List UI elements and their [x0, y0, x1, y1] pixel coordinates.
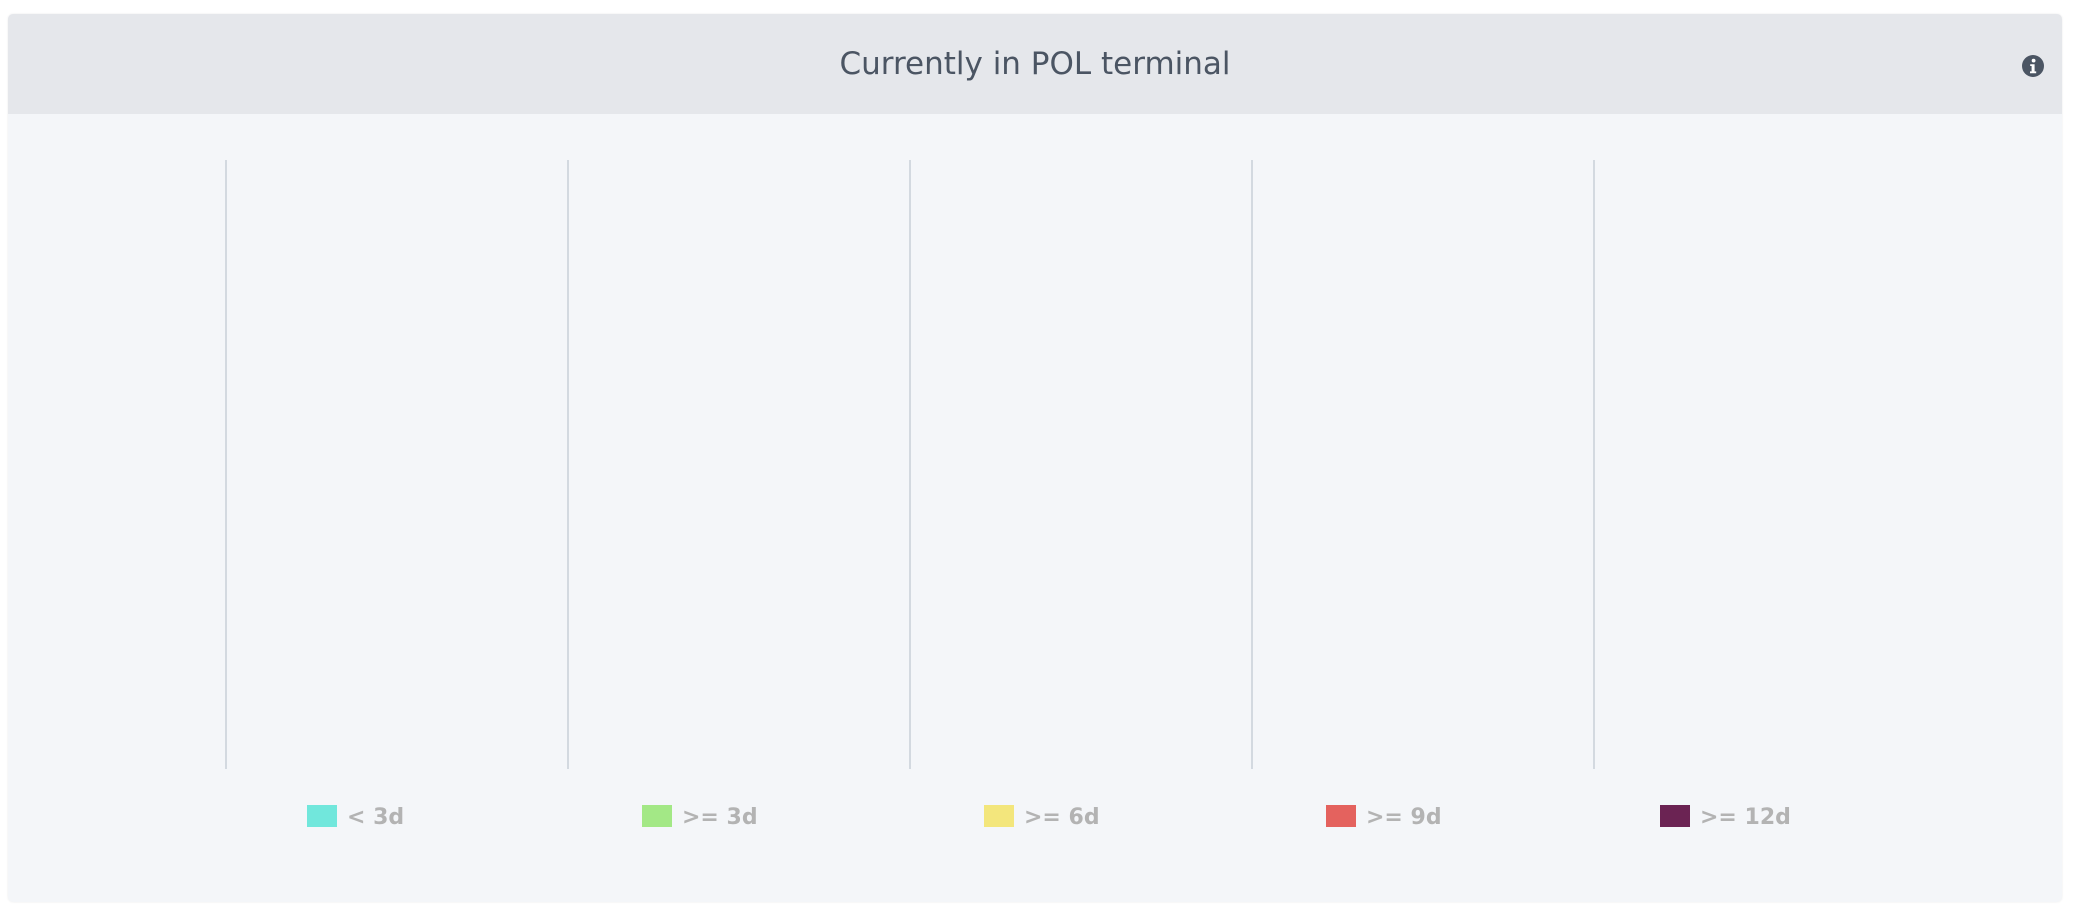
- legend-item[interactable]: >= 12d: [1660, 805, 1791, 830]
- legend-swatch: [1326, 805, 1356, 827]
- legend-label: >= 6d: [1024, 805, 1100, 830]
- legend: < 3d >= 3d >= 6d >= 9d >= 12d: [307, 805, 1791, 830]
- card-header: Currently in POL terminal: [8, 14, 2062, 114]
- legend-label: >= 12d: [1700, 805, 1791, 830]
- legend-item[interactable]: >= 3d: [642, 805, 758, 830]
- chart-plot: < 3d >= 3d >= 6d >= 9d >= 12d: [225, 160, 1791, 830]
- legend-label: >= 9d: [1366, 805, 1442, 830]
- legend-swatch: [1660, 805, 1690, 827]
- card-title: Currently in POL terminal: [839, 46, 1231, 82]
- legend-swatch: [642, 805, 672, 827]
- gridlines: [225, 160, 1595, 769]
- info-circle-icon[interactable]: [2021, 54, 2045, 78]
- legend-label: >= 3d: [682, 805, 758, 830]
- legend-item[interactable]: < 3d: [307, 805, 404, 830]
- legend-label: < 3d: [347, 805, 404, 830]
- legend-swatch: [984, 805, 1014, 827]
- legend-swatch: [307, 805, 337, 827]
- chart-card: Currently in POL terminal < 3d >= 3d >= 6d…: [8, 14, 2062, 902]
- legend-item[interactable]: >= 9d: [1326, 805, 1442, 830]
- legend-item[interactable]: >= 6d: [984, 805, 1100, 830]
